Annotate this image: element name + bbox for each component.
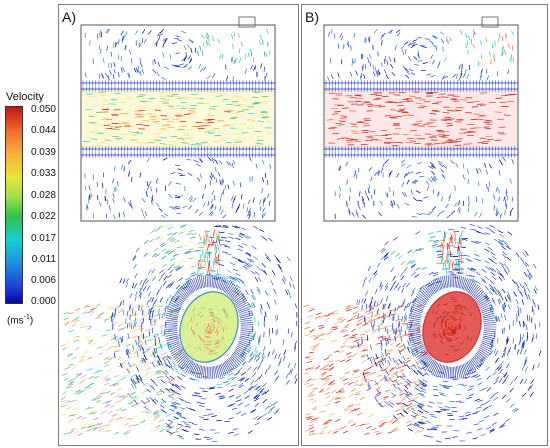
legend-tick: 0.022 [30, 211, 56, 222]
panel-label-a: A) [62, 9, 76, 25]
legend-tick: 0.039 [30, 147, 56, 158]
inlet-nozzle [238, 16, 256, 28]
inlet-nozzle [481, 16, 499, 28]
legend-tick: 0.033 [30, 168, 56, 179]
panel-label-b: B) [305, 9, 319, 25]
legend-tick: 0.028 [30, 190, 56, 201]
legend-title: Velocity [6, 91, 44, 103]
legend-tick: 0.006 [30, 275, 56, 286]
legend-tick: 0.050 [30, 104, 56, 115]
legend-tick: 0.017 [30, 233, 56, 244]
legend-tick: 0.011 [31, 254, 56, 265]
velocity-field-b [303, 16, 542, 443]
legend-colorbar [5, 106, 23, 304]
panel-b: B) [301, 4, 548, 446]
legend-tick: 0.000 [30, 296, 56, 307]
legend-tick: 0.044 [30, 125, 56, 136]
legend-unit: (ms-1) [7, 314, 34, 327]
panel-a: A) [58, 4, 299, 446]
velocity-field-a [60, 16, 298, 443]
